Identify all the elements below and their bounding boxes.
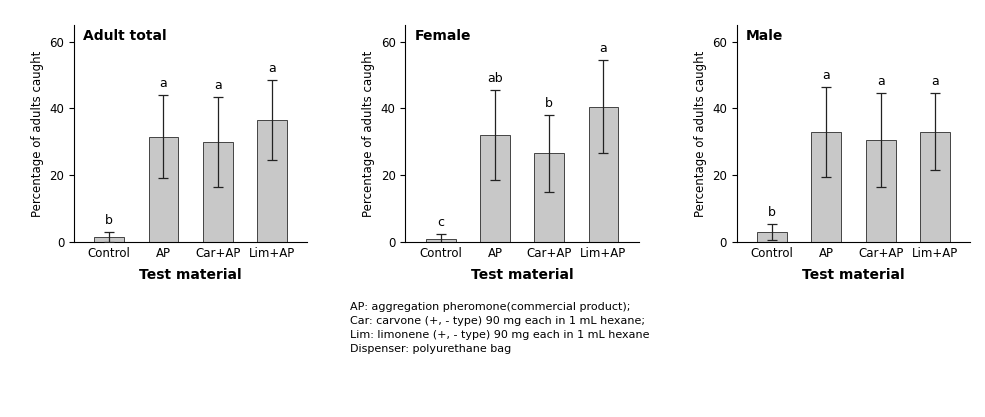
Bar xyxy=(920,132,950,242)
Bar xyxy=(95,237,124,242)
Bar xyxy=(149,137,178,242)
Text: b: b xyxy=(105,214,113,227)
X-axis label: Test material: Test material xyxy=(471,268,573,282)
Text: a: a xyxy=(931,75,939,88)
Bar xyxy=(589,107,619,242)
Text: Adult total: Adult total xyxy=(83,29,166,43)
Text: AP: aggregation pheromone(commercial product);
Car: carvone (+, - type) 90 mg ea: AP: aggregation pheromone(commercial pro… xyxy=(350,302,649,354)
Bar xyxy=(757,232,787,242)
X-axis label: Test material: Test material xyxy=(139,268,242,282)
Text: b: b xyxy=(546,97,554,110)
Y-axis label: Percentage of adults caught: Percentage of adults caught xyxy=(362,50,375,216)
Bar xyxy=(812,132,841,242)
X-axis label: Test material: Test material xyxy=(802,268,905,282)
Bar xyxy=(203,142,232,242)
Text: a: a xyxy=(268,62,276,75)
Text: a: a xyxy=(877,75,885,88)
Text: a: a xyxy=(822,69,830,82)
Bar xyxy=(426,239,455,242)
Text: a: a xyxy=(160,77,167,90)
Bar xyxy=(866,140,895,242)
Text: c: c xyxy=(437,216,444,229)
Bar xyxy=(480,135,510,242)
Bar xyxy=(534,153,564,242)
Y-axis label: Percentage of adults caught: Percentage of adults caught xyxy=(693,50,706,216)
Y-axis label: Percentage of adults caught: Percentage of adults caught xyxy=(31,50,43,216)
Text: a: a xyxy=(600,42,608,55)
Text: Female: Female xyxy=(415,29,471,43)
Bar xyxy=(257,120,287,242)
Text: a: a xyxy=(214,79,222,92)
Text: b: b xyxy=(768,206,776,219)
Text: Male: Male xyxy=(747,29,783,43)
Text: ab: ab xyxy=(488,72,502,85)
